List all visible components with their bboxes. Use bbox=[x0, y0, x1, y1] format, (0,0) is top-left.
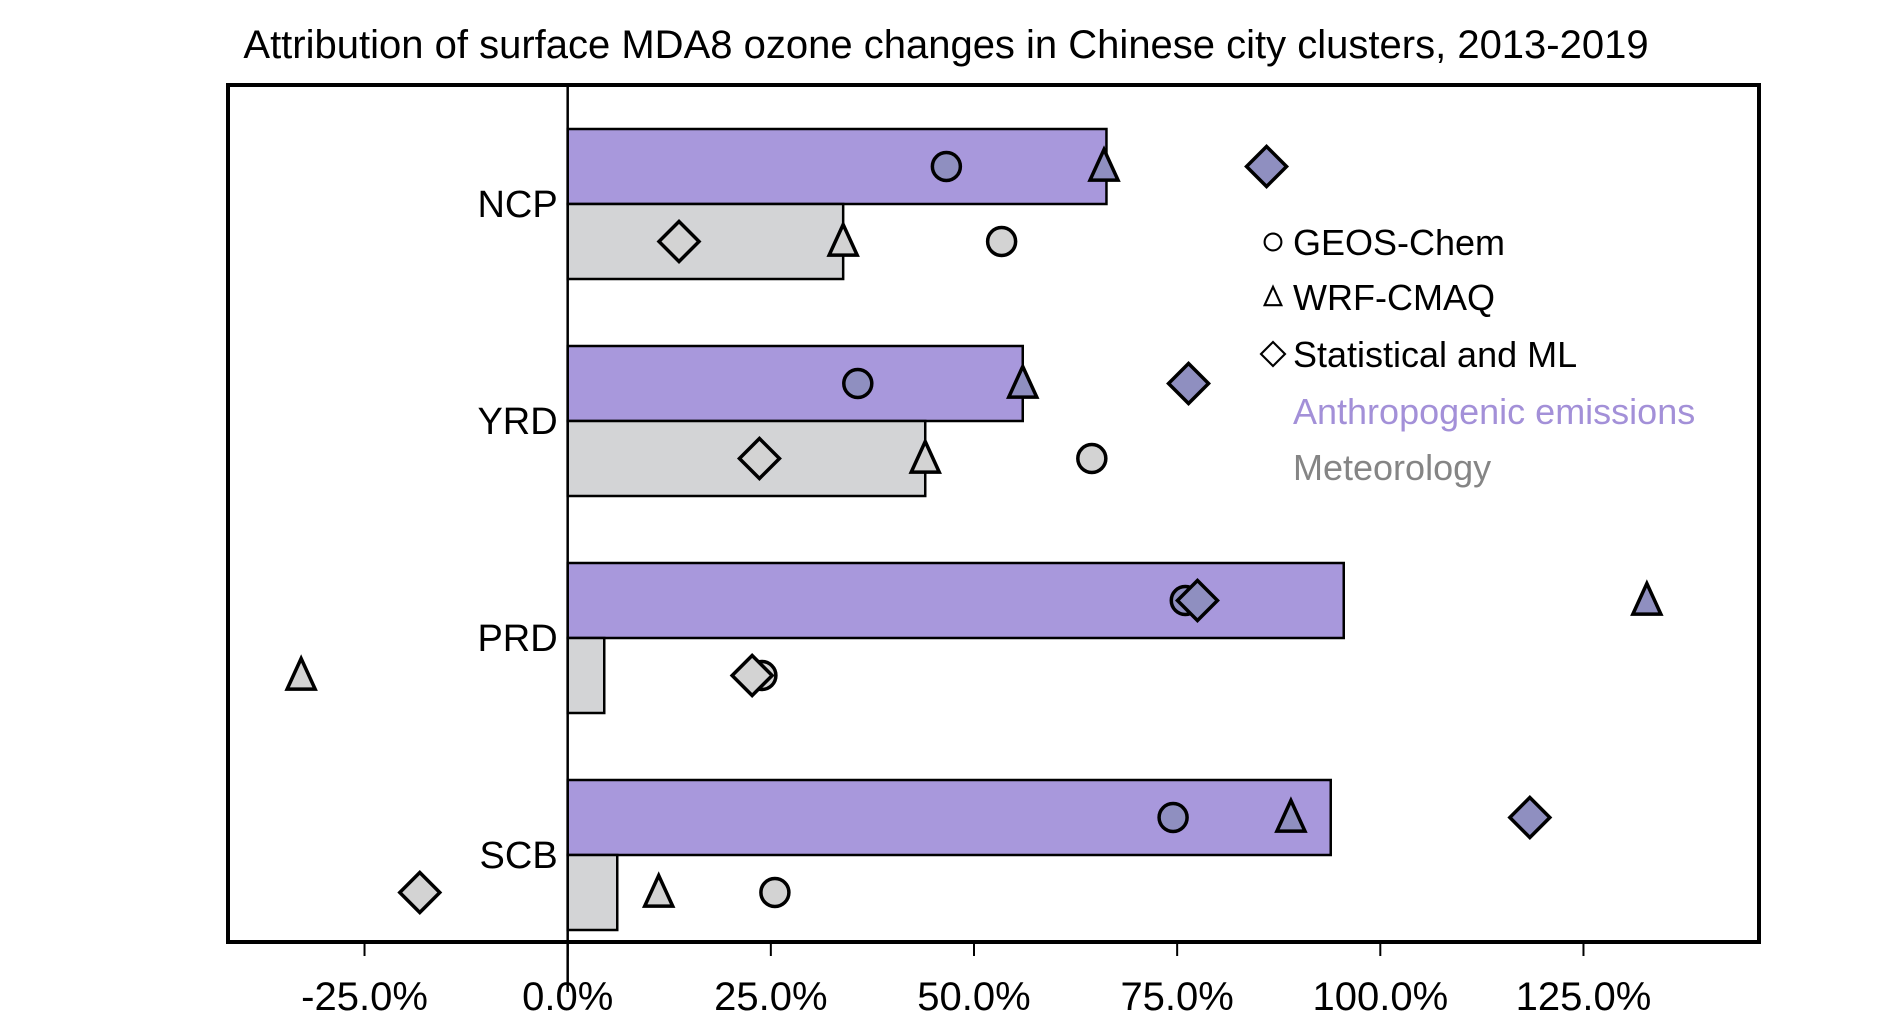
point-yrd-anthropogenic-circle bbox=[842, 367, 874, 400]
legend-label: Statistical and ML bbox=[1293, 334, 1577, 375]
bar-prd-meteorology bbox=[566, 636, 606, 715]
point-ncp-anthropogenic-triangle bbox=[1087, 145, 1121, 182]
bar-scb-anthropogenic bbox=[566, 778, 1332, 857]
x-tick-label: 100.0% bbox=[1312, 975, 1448, 1019]
point-ncp-meteorology-circle bbox=[985, 225, 1018, 258]
bar-scb-meteorology bbox=[566, 853, 619, 932]
point-yrd-meteorology-diamond bbox=[736, 436, 782, 481]
point-yrd-anthropogenic-diamond bbox=[1166, 361, 1212, 406]
x-tick-label: 125.0% bbox=[1516, 975, 1652, 1019]
point-prd-anthropogenic-triangle bbox=[1630, 579, 1664, 616]
bar-ncp-anthropogenic bbox=[566, 127, 1108, 206]
point-ncp-anthropogenic-diamond bbox=[1244, 144, 1290, 189]
bar-yrd-anthropogenic bbox=[566, 344, 1025, 423]
diamond-legend-icon bbox=[1259, 340, 1287, 368]
x-tick-label: 0.0% bbox=[522, 975, 613, 1019]
point-scb-anthropogenic-triangle bbox=[1274, 796, 1308, 833]
point-scb-meteorology-triangle bbox=[641, 871, 676, 908]
point-scb-anthropogenic-circle bbox=[1157, 801, 1189, 834]
legend: GEOS-Chem WRF-CMAQ Statistical and ML Anthr… bbox=[1259, 222, 1695, 488]
x-tick-label: 25.0% bbox=[714, 975, 827, 1019]
point-prd-meteorology-diamond bbox=[729, 653, 775, 698]
point-ncp-anthropogenic-circle bbox=[930, 150, 963, 183]
point-yrd-meteorology-circle bbox=[1076, 442, 1108, 475]
legend-series-label: Meteorology bbox=[1293, 447, 1491, 488]
legend-series-label: Anthropogenic emissions bbox=[1293, 391, 1695, 432]
triangle-legend-icon bbox=[1262, 284, 1284, 307]
point-scb-meteorology-diamond bbox=[397, 870, 443, 915]
chart-title: Attribution of surface MDA8 ozone change… bbox=[243, 23, 1648, 67]
point-yrd-meteorology-triangle bbox=[908, 437, 942, 474]
x-tick-label: 50.0% bbox=[917, 975, 1030, 1019]
category-label-ncp: NCP bbox=[477, 184, 557, 226]
legend-label: WRF-CMAQ bbox=[1293, 277, 1495, 318]
category-label-yrd: YRD bbox=[477, 401, 557, 443]
x-tick-label: -25.0% bbox=[301, 975, 428, 1019]
bar-ncp-meteorology bbox=[566, 202, 845, 281]
legend-label: GEOS-Chem bbox=[1293, 222, 1505, 263]
category-label-prd: PRD bbox=[477, 618, 557, 660]
point-prd-anthropogenic-diamond bbox=[1174, 578, 1220, 623]
point-scb-meteorology-circle bbox=[759, 876, 791, 909]
category-label-scb: SCB bbox=[480, 835, 558, 877]
bar-prd-anthropogenic bbox=[566, 561, 1345, 640]
point-ncp-meteorology-triangle bbox=[826, 220, 860, 257]
circle-legend-icon bbox=[1263, 232, 1283, 252]
plot-frame bbox=[226, 83, 1761, 944]
point-scb-anthropogenic-diamond bbox=[1507, 795, 1553, 840]
point-ncp-meteorology-diamond bbox=[656, 219, 702, 264]
x-tick-label: 75.0% bbox=[1120, 975, 1233, 1019]
point-prd-meteorology-triangle bbox=[284, 654, 318, 691]
point-yrd-anthropogenic-triangle bbox=[1006, 362, 1040, 399]
